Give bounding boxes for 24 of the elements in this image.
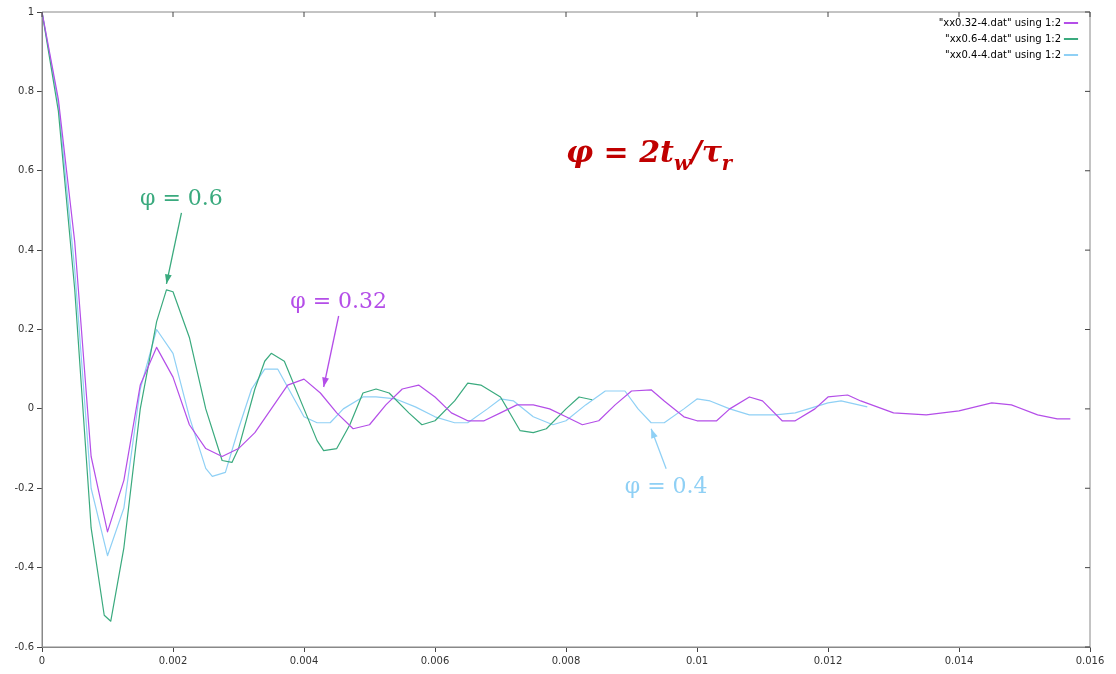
y-tick-label: 0.2	[18, 323, 34, 335]
x-tick-label: 0.012	[813, 654, 843, 666]
y-tick-label: 0	[27, 402, 34, 414]
x-tick-label: 0.014	[944, 654, 974, 666]
y-tick-label: 1	[27, 5, 34, 17]
x-tick-label: 0.002	[158, 654, 188, 666]
legend-label: "xx0.4-4.dat" using 1:2	[945, 48, 1061, 60]
x-tick-label: 0.008	[551, 654, 581, 666]
annotation: φ = 0.32	[290, 288, 388, 313]
x-tick-label: 0.004	[289, 654, 319, 666]
y-tick-label: 0.4	[18, 243, 34, 255]
y-tick-label: -0.2	[14, 481, 34, 493]
x-tick-label: 0.006	[420, 654, 450, 666]
y-tick-label: 0.6	[18, 164, 34, 176]
x-tick-label: 0.01	[685, 654, 709, 666]
x-tick-label: 0	[38, 654, 46, 666]
legend-label: "xx0.32-4.dat" using 1:2	[938, 16, 1061, 28]
y-tick-label: -0.4	[14, 561, 34, 573]
y-tick-label: 0.8	[18, 84, 34, 96]
y-tick-label: -0.6	[14, 640, 34, 652]
annotation: φ = 0.4	[624, 472, 708, 498]
annotation: φ = 0.6	[140, 184, 223, 210]
x-tick-label: 0.016	[1075, 654, 1105, 666]
legend-label: "xx0.6-4.dat" using 1:2	[945, 32, 1061, 44]
